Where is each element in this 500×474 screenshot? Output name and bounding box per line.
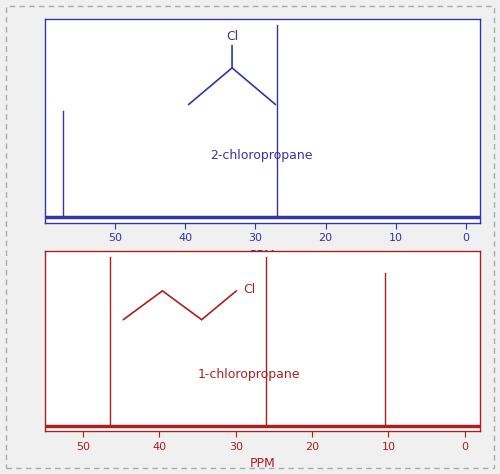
X-axis label: PPM: PPM [250,457,276,470]
Text: Cl: Cl [243,283,255,296]
X-axis label: PPM: PPM [250,249,276,262]
Text: 1-chloropropane: 1-chloropropane [197,368,300,381]
Text: Cl: Cl [226,30,238,44]
Text: 2-chloropropane: 2-chloropropane [210,149,313,162]
